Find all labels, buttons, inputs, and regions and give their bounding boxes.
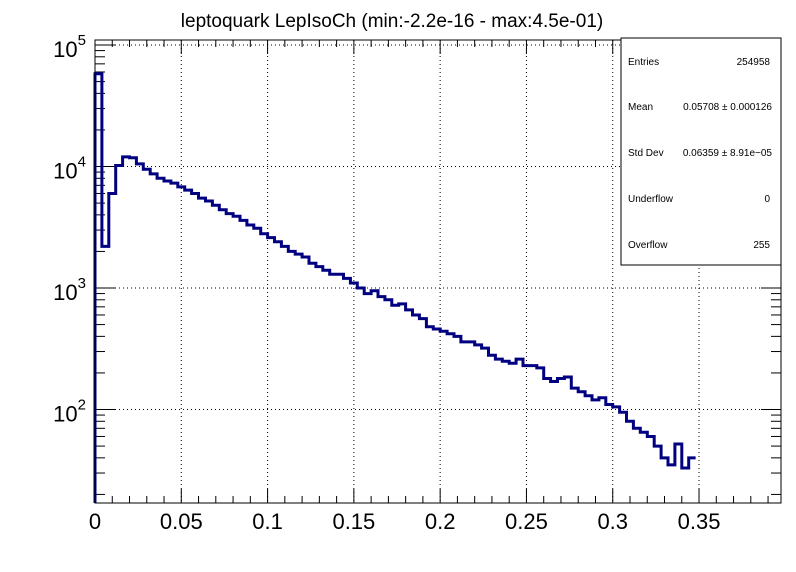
y-tick-label: 105 xyxy=(53,32,86,62)
x-tick-labels: 0 0.05 0.1 0.15 0.2 0.25 0.3 0.35 xyxy=(89,509,721,534)
x-tick-label: 0.05 xyxy=(160,509,203,534)
stats-entries-value: 254958 xyxy=(737,57,771,68)
x-tick-label: 0.2 xyxy=(425,509,456,534)
stats-mean-value: 0.05708 ± 0.000126 xyxy=(683,102,772,113)
stats-box: Entries 254958 Mean 0.05708 ± 0.000126 S… xyxy=(620,37,782,266)
x-tick-label: 0.1 xyxy=(252,509,283,534)
y-tick-label: 103 xyxy=(53,275,86,305)
y-tick-label: 102 xyxy=(53,397,86,427)
stats-box-frame xyxy=(620,37,782,266)
x-tick-label: 0.25 xyxy=(505,509,548,534)
x-tick-label: 0.35 xyxy=(678,509,721,534)
stats-mean-label: Mean xyxy=(628,102,653,113)
plot-frame xyxy=(94,39,782,504)
stats-stddev-label: Std Dev xyxy=(628,148,664,159)
stats-overflow-value: 255 xyxy=(753,240,770,251)
x-tick-label: 0.15 xyxy=(332,509,375,534)
histogram-series-line xyxy=(93,72,696,503)
stats-underflow-label: Underflow xyxy=(628,194,674,205)
y-tick-labels: 102 103 104 105 xyxy=(53,32,86,426)
stats-underflow-value: 0 xyxy=(764,194,770,205)
y-tick-label: 104 xyxy=(53,154,86,184)
x-tick-label: 0 xyxy=(89,509,101,534)
stats-overflow-label: Overflow xyxy=(628,240,668,251)
stats-entries-label: Entries xyxy=(628,57,659,68)
stats-stddev-value: 0.06359 ± 8.91e−05 xyxy=(683,148,773,159)
chart-title: leptoquark LepIsoCh (min:-2.2e-16 - max:… xyxy=(181,11,603,32)
x-tick-label: 0.3 xyxy=(597,509,628,534)
